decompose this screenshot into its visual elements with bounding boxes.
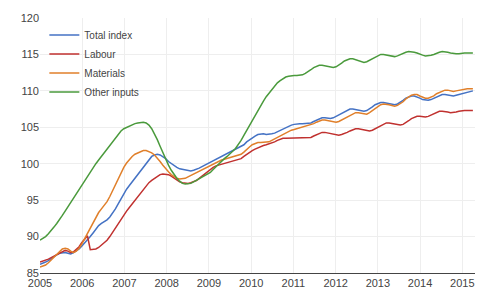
svg-text:2015: 2015	[450, 277, 474, 289]
svg-text:105: 105	[21, 121, 39, 133]
svg-text:2005: 2005	[28, 277, 52, 289]
svg-text:Labour: Labour	[84, 49, 116, 60]
svg-text:100: 100	[21, 158, 39, 170]
svg-text:2009: 2009	[197, 277, 221, 289]
svg-text:85: 85	[27, 267, 39, 279]
svg-text:120: 120	[21, 12, 39, 24]
svg-text:95: 95	[27, 194, 39, 206]
svg-text:Total index: Total index	[84, 30, 132, 41]
svg-text:2010: 2010	[239, 277, 263, 289]
svg-text:115: 115	[21, 48, 39, 60]
svg-text:2012: 2012	[323, 277, 347, 289]
svg-text:2014: 2014	[408, 277, 432, 289]
svg-text:Other inputs: Other inputs	[84, 87, 138, 98]
svg-text:2006: 2006	[70, 277, 94, 289]
svg-text:2011: 2011	[282, 277, 306, 289]
svg-text:2007: 2007	[112, 277, 136, 289]
svg-text:90: 90	[27, 230, 39, 242]
svg-text:Materials: Materials	[84, 68, 125, 79]
svg-text:110: 110	[21, 85, 39, 97]
svg-text:2008: 2008	[154, 277, 178, 289]
svg-text:2013: 2013	[366, 277, 390, 289]
